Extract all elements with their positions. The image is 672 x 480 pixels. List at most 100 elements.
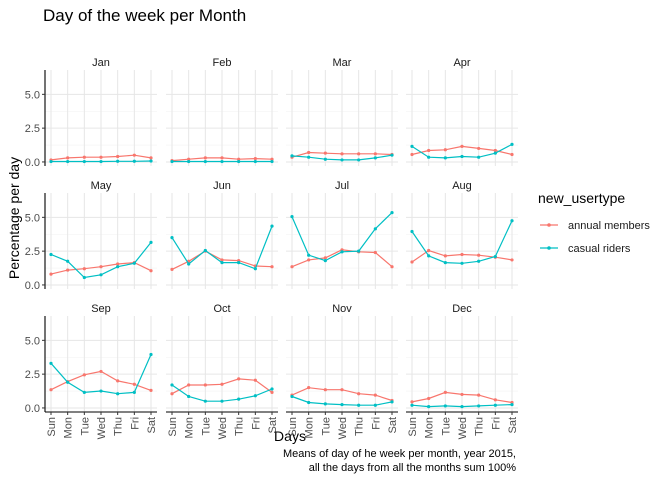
data-point-casual-riders — [373, 156, 377, 160]
x-tick-label: Tue — [440, 417, 452, 436]
x-axis-label: Days — [274, 428, 306, 444]
data-point-casual-riders — [410, 144, 414, 148]
x-tick-label: Fri — [250, 417, 262, 430]
x-tick-label: Thu — [474, 417, 486, 436]
x-tick-label: Thu — [354, 417, 366, 436]
x-tick-label: Sat — [507, 417, 519, 434]
data-point-annual-members — [99, 369, 103, 374]
data-point-casual-riders — [82, 390, 86, 394]
data-point-casual-riders — [116, 159, 120, 163]
data-point-annual-members — [373, 393, 377, 397]
data-point-casual-riders — [116, 392, 120, 396]
data-point-annual-members — [307, 386, 311, 390]
data-point-annual-members — [116, 379, 120, 383]
facet-jun: Jun — [166, 180, 278, 289]
data-point-casual-riders — [460, 154, 464, 159]
facet-may: May 0.0 2.5 5.0 — [25, 180, 157, 292]
facet-panels: Jan 0.0 2.5 5.0 Feb Mar Apr May 0.0 2.5 5.0 Jun Jul A… — [25, 57, 519, 439]
data-point-annual-members — [170, 392, 174, 396]
data-point-annual-members — [323, 388, 327, 392]
data-point-casual-riders — [132, 159, 136, 163]
x-tick-label: Sat — [267, 417, 279, 434]
data-point-casual-riders — [270, 159, 274, 164]
data-point-casual-riders — [253, 267, 257, 271]
data-point-annual-members — [132, 153, 136, 157]
data-point-casual-riders — [132, 261, 136, 265]
data-point-casual-riders — [427, 404, 431, 409]
x-tick-label: Mon — [424, 417, 436, 438]
data-point-annual-members — [340, 388, 344, 392]
x-tick-label: Fri — [370, 417, 382, 430]
x-tick-label: Wed — [217, 417, 229, 439]
data-point-annual-members — [49, 272, 53, 276]
data-point-annual-members — [307, 150, 311, 155]
data-point-casual-riders — [149, 352, 153, 357]
x-tick-label: Tue — [79, 417, 91, 436]
data-point-annual-members — [443, 148, 447, 152]
data-point-casual-riders — [323, 157, 327, 161]
data-point-annual-members — [187, 157, 191, 161]
data-point-casual-riders — [460, 404, 464, 409]
chart-title: Day of the week per Month — [43, 6, 246, 25]
data-point-annual-members — [270, 265, 274, 269]
data-point-annual-members — [493, 398, 497, 402]
data-point-annual-members — [427, 248, 431, 253]
data-point-annual-members — [477, 393, 481, 397]
data-point-annual-members — [49, 388, 53, 392]
x-tick-label: Sat — [146, 417, 158, 434]
data-point-casual-riders — [203, 248, 207, 253]
data-point-annual-members — [290, 265, 294, 269]
data-point-casual-riders — [493, 254, 497, 259]
legend-title: new_usertype — [538, 190, 625, 206]
facet-dec: Dec Sun Mon Tue Wed Thu Fri Sat — [406, 303, 519, 439]
facet-strip-label: Jan — [92, 57, 110, 69]
data-point-casual-riders — [493, 151, 497, 155]
data-point-casual-riders — [170, 159, 174, 164]
data-point-annual-members — [443, 390, 447, 394]
facet-strip-label: Jun — [213, 180, 231, 192]
y-tick-label: 5.0 — [25, 212, 40, 224]
x-tick-label: Sat — [387, 417, 399, 434]
data-point-casual-riders — [307, 253, 311, 257]
data-point-annual-members — [203, 156, 207, 160]
data-point-casual-riders — [99, 159, 103, 164]
legend-key-point — [547, 223, 551, 227]
data-point-casual-riders — [203, 159, 207, 164]
facet-strip-label: Dec — [452, 303, 472, 315]
data-point-casual-riders — [187, 394, 191, 399]
x-tick-label: Sun — [287, 417, 299, 437]
data-point-casual-riders — [323, 402, 327, 406]
y-tick-label: 0.0 — [25, 403, 40, 415]
data-point-annual-members — [340, 152, 344, 156]
facet-mar: Mar — [286, 57, 398, 166]
data-point-casual-riders — [149, 159, 153, 163]
data-point-casual-riders — [357, 403, 361, 407]
data-point-casual-riders — [132, 390, 136, 394]
caption-line-2: all the days from all the months sum 100… — [309, 462, 516, 474]
data-point-annual-members — [323, 256, 327, 260]
data-point-casual-riders — [410, 403, 414, 407]
data-point-annual-members — [253, 156, 257, 161]
data-point-casual-riders — [340, 402, 344, 407]
data-point-casual-riders — [460, 261, 464, 265]
data-point-annual-members — [477, 253, 481, 257]
data-point-casual-riders — [116, 265, 120, 269]
x-tick-label: Thu — [113, 417, 125, 436]
data-point-casual-riders — [510, 402, 514, 407]
data-point-casual-riders — [82, 159, 86, 164]
data-point-casual-riders — [49, 252, 53, 257]
legend-label: annual members — [568, 220, 650, 232]
data-point-annual-members — [410, 400, 414, 404]
data-point-annual-members — [82, 155, 86, 159]
data-point-casual-riders — [187, 262, 191, 266]
x-tick-label: Fri — [129, 417, 141, 430]
data-point-annual-members — [220, 156, 224, 160]
y-tick-label: 2.5 — [25, 123, 40, 135]
x-tick-label: Sun — [46, 417, 58, 437]
facet-oct: Oct Sun Mon Tue Wed Thu Fri Sat — [166, 303, 279, 439]
data-point-casual-riders — [373, 403, 377, 407]
data-point-casual-riders — [340, 250, 344, 254]
legend: new_usertype annual members casual riders — [538, 190, 650, 255]
facet-strip-label: Feb — [213, 57, 232, 69]
facet-strip-label: Mar — [333, 57, 352, 69]
